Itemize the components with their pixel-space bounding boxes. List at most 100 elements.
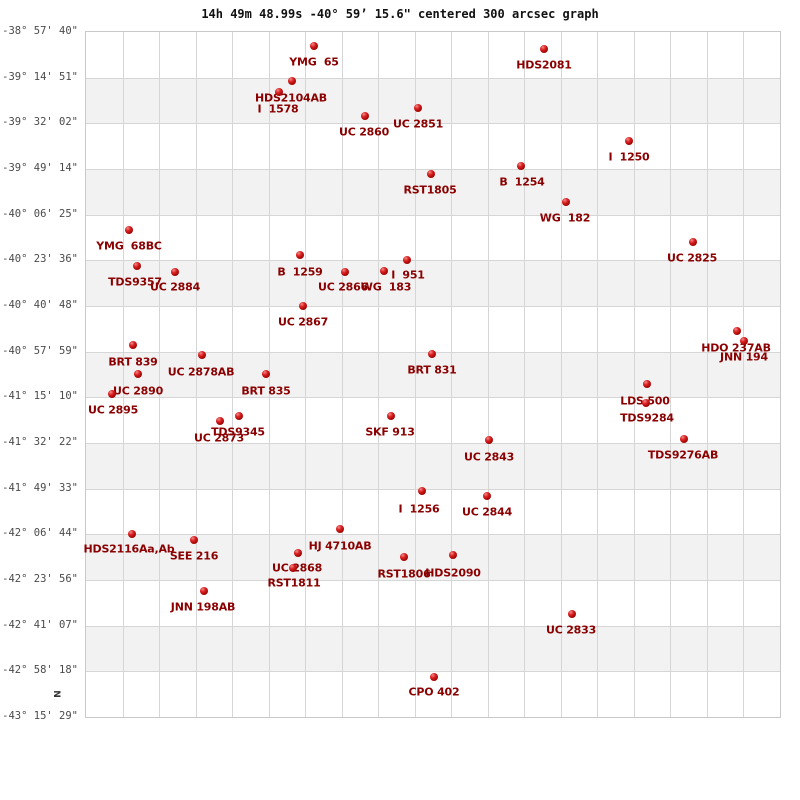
- shaded-band: [86, 77, 780, 124]
- star-label: BRT 839: [108, 355, 158, 369]
- star-label: HDS2081: [516, 58, 572, 72]
- star-label: YMG 68BC: [96, 239, 162, 253]
- star-point: [568, 610, 576, 618]
- star-label: RST1806: [377, 567, 431, 581]
- star-label: B 1259: [277, 265, 323, 279]
- star-point: [430, 673, 438, 681]
- shaded-band: [86, 534, 780, 580]
- y-tick-label: -40° 40' 48": [2, 299, 78, 311]
- star-point: [427, 170, 435, 178]
- star-point: [288, 77, 296, 85]
- star-point: [171, 268, 179, 276]
- star-point: [403, 256, 411, 264]
- y-tick-label: -40° 23' 36": [2, 253, 78, 266]
- star-label: UC 2890: [112, 384, 164, 398]
- star-label: SKF 913: [365, 425, 415, 439]
- star-point: [198, 351, 206, 359]
- grid-line-vertical: [488, 32, 489, 717]
- star-point: [361, 112, 369, 120]
- plot-area: YMG 65 HDS2081 HDS2104AB I 1578 UC 2860 UC 28…: [84, 31, 781, 718]
- y-tick-label: -39° 49' 14": [2, 162, 78, 174]
- grid-line-vertical: [415, 32, 416, 717]
- y-tick-label: -42° 06' 44": [2, 527, 78, 540]
- star-label: I 1578: [257, 102, 299, 116]
- star-point: [310, 42, 318, 50]
- grid-line-vertical: [634, 32, 635, 717]
- y-tick-label: -40° 06' 25": [2, 207, 78, 220]
- star-point: [418, 487, 426, 495]
- shaded-band: [86, 260, 780, 306]
- star-point: [689, 238, 697, 246]
- star-label: UC 2867: [277, 315, 329, 329]
- star-label: JNN 194: [720, 350, 768, 364]
- star-point: [299, 302, 307, 310]
- y-tick-label: -43° 15' 29": [2, 710, 78, 722]
- star-point: [235, 412, 243, 420]
- star-point: [562, 198, 570, 206]
- star-point: [414, 104, 422, 112]
- star-label: I 1250: [608, 150, 650, 164]
- star-label: HDS2104AB: [255, 91, 327, 105]
- star-point: [643, 380, 651, 388]
- star-point: [190, 536, 198, 544]
- grid-line-vertical: [451, 32, 452, 717]
- grid-line-vertical: [707, 32, 708, 717]
- grid-line-horizontal: [86, 671, 780, 672]
- shaded-band: [86, 625, 780, 672]
- y-tick-label: -39° 14' 51": [2, 70, 78, 83]
- grid-line-vertical: [232, 32, 233, 717]
- star-label: UC 2878AB: [167, 365, 235, 379]
- shaded-band: [86, 443, 780, 489]
- star-point: [275, 88, 283, 96]
- star-label: CPO 402: [408, 685, 460, 699]
- grid-line-horizontal: [86, 580, 780, 581]
- star-label: UC 2843: [463, 450, 515, 464]
- grid-line-horizontal: [86, 443, 780, 444]
- star-label: WG 182: [539, 211, 591, 225]
- star-label: TDS9284: [620, 411, 674, 425]
- star-point: [642, 399, 650, 407]
- star-label: RST1811: [267, 576, 321, 590]
- grid-line-vertical: [597, 32, 598, 717]
- star-label: BRT 835: [241, 384, 291, 398]
- star-point: [128, 530, 136, 538]
- star-point: [216, 417, 224, 425]
- star-point: [341, 268, 349, 276]
- star-point: [134, 370, 142, 378]
- star-point: [380, 267, 388, 275]
- grid-line-horizontal: [86, 534, 780, 535]
- star-point: [289, 564, 297, 572]
- grid-line-vertical: [196, 32, 197, 717]
- star-label: JNN 198AB: [170, 600, 236, 614]
- star-point: [740, 337, 748, 345]
- north-indicator-icon: N: [51, 690, 61, 698]
- star-point: [108, 390, 116, 398]
- star-label: BRT 831: [407, 363, 457, 377]
- grid-line-vertical: [159, 32, 160, 717]
- grid-line-horizontal: [86, 123, 780, 124]
- star-label: UC 2873: [193, 431, 245, 445]
- star-label: YMG 65: [289, 55, 339, 69]
- chart-title: 14h 49m 48.99s -40° 59’ 15.6" centered 3…: [201, 7, 599, 21]
- y-tick-label: -42° 41' 07": [2, 618, 78, 631]
- star-label: UC 2860: [338, 125, 390, 139]
- grid-line-vertical: [524, 32, 525, 717]
- star-label: UC 2833: [545, 623, 597, 637]
- star-point: [296, 251, 304, 259]
- star-label: RST1805: [403, 183, 457, 197]
- star-point: [133, 262, 141, 270]
- grid-line-vertical: [561, 32, 562, 717]
- grid-line-vertical: [342, 32, 343, 717]
- grid-line-vertical: [305, 32, 306, 717]
- star-label: I 951: [391, 268, 425, 282]
- star-label: UC 2825: [666, 251, 718, 265]
- star-point: [483, 492, 491, 500]
- star-label: UC 2844: [461, 505, 513, 519]
- star-label: TDS9357: [108, 275, 162, 289]
- y-tick-label: -41° 49' 33": [2, 481, 78, 494]
- star-point: [400, 553, 408, 561]
- star-point: [129, 341, 137, 349]
- y-tick-label: -42° 23' 56": [2, 573, 78, 585]
- grid-line-horizontal: [86, 78, 780, 79]
